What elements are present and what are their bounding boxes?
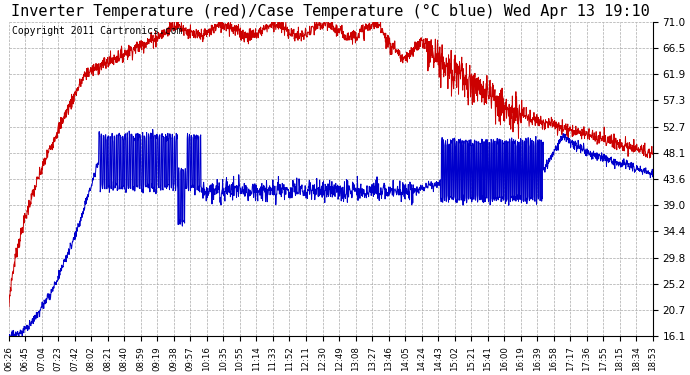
Title: Inverter Temperature (red)/Case Temperature (°C blue) Wed Apr 13 19:10: Inverter Temperature (red)/Case Temperat… (12, 4, 650, 19)
Text: Copyright 2011 Cartronics.com: Copyright 2011 Cartronics.com (12, 27, 182, 36)
